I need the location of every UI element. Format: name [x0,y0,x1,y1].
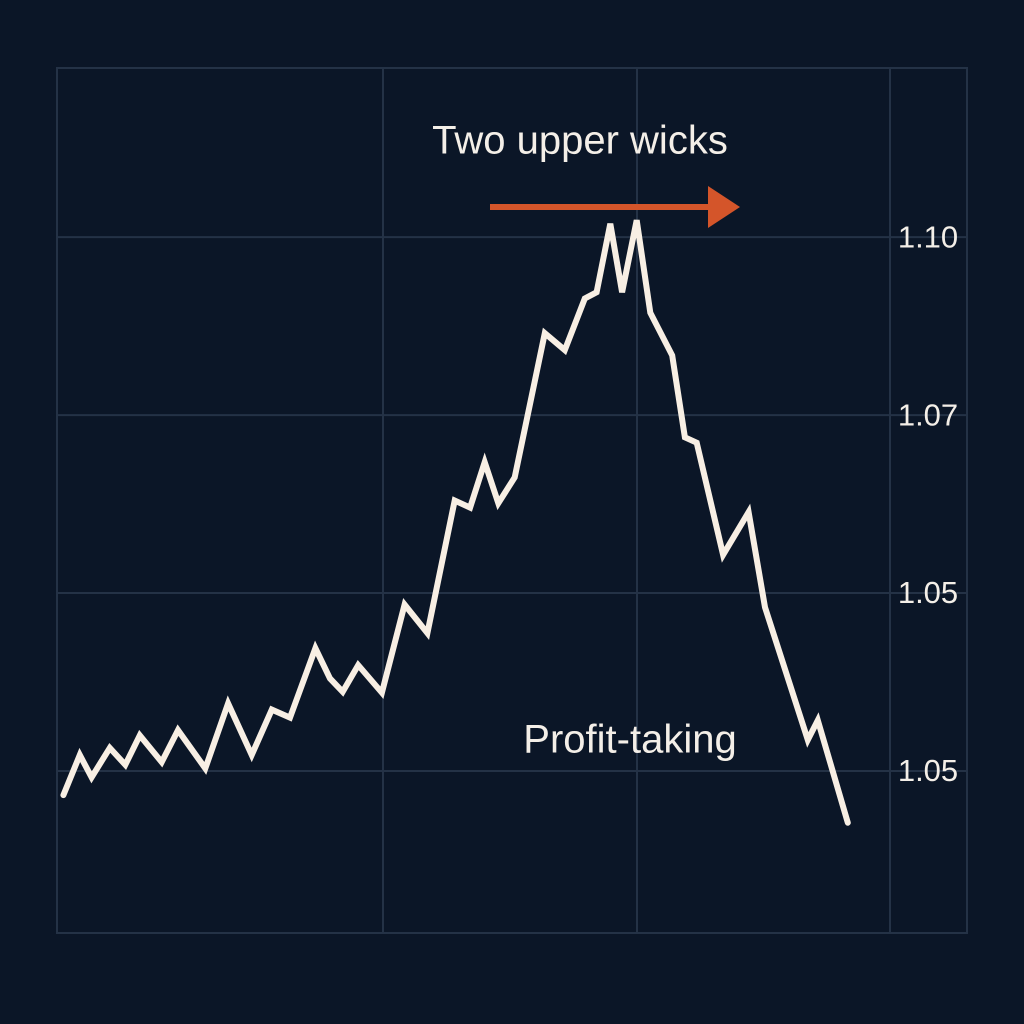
y-tick-label: 1.10 [898,219,958,254]
y-tick-label: 1.07 [898,397,958,432]
plot-frame [56,67,968,934]
annotation-arrowhead [708,186,740,228]
annotation: Two upper wicks [432,119,728,163]
y-tick-label: 1.05 [898,575,958,610]
annotation: Profit-taking [523,718,736,762]
plot [57,236,967,773]
price-line [60,219,851,826]
y-tick-label: 1.05 [898,753,958,788]
